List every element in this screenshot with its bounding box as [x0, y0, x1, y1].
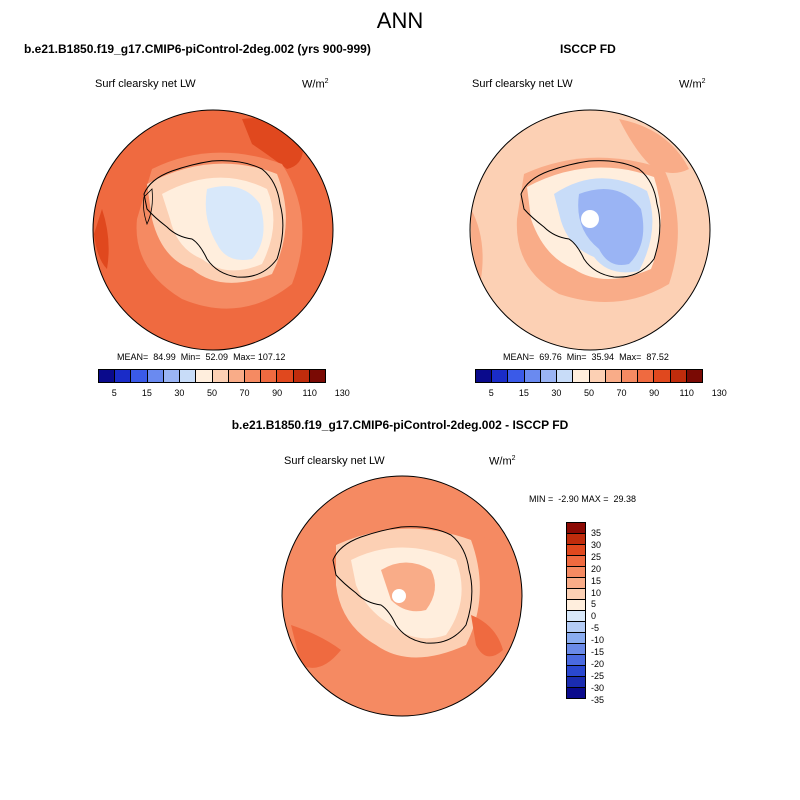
- colorbar-swatch: [228, 370, 245, 382]
- colorbar-swatch: [476, 370, 493, 382]
- obs-variable-label: Surf clearsky net LW: [472, 78, 573, 90]
- colorbar-swatch: [567, 545, 585, 556]
- colorbar-tick-label: 110: [302, 388, 317, 398]
- model-polar-map: [92, 109, 334, 351]
- diff-stats: MIN = -2.90 MAX = 29.38: [529, 494, 637, 504]
- colorbar-tick-label: 70: [616, 388, 627, 398]
- colorbar-swatch: [567, 611, 585, 622]
- colorbar-tick-label: 15: [518, 388, 529, 398]
- colorbar-swatch: [180, 370, 197, 382]
- colorbar-tick-label: 5: [111, 388, 117, 398]
- model-variable-label: Surf clearsky net LW: [95, 78, 196, 90]
- diff-units-label: W/m2: [489, 455, 516, 468]
- colorbar-swatch: [147, 370, 164, 382]
- colorbar-swatch: [567, 622, 585, 633]
- colorbar-swatch: [573, 370, 590, 382]
- diff-colorbar-labels: 35 30 25 20 15 10 5 0 -5 -10 -15 -20 -25 -30 -35: [591, 522, 621, 722]
- colorbar-swatch: [567, 688, 585, 698]
- obs-colorbar: 5 15 30 50 70 90 110 130: [475, 369, 727, 400]
- colorbar-swatch: [115, 370, 132, 382]
- colorbar-swatch: [567, 534, 585, 545]
- colorbar-swatch: [277, 370, 294, 382]
- colorbar-tick-label: -5: [591, 623, 600, 634]
- colorbar-swatch: [163, 370, 181, 382]
- diff-panel-title: b.e21.B1850.f19_g17.CMIP6-piControl-2deg…: [231, 418, 569, 432]
- colorbar-tick-label: 15: [591, 575, 602, 586]
- colorbar-swatch: [654, 370, 671, 382]
- colorbar-tick-label: 90: [272, 388, 283, 398]
- page-title: ANN: [376, 8, 424, 33]
- colorbar-tick-label: 20: [591, 563, 602, 574]
- colorbar-tick-label: -25: [591, 670, 605, 681]
- colorbar-swatch: [557, 370, 574, 382]
- colorbar-swatch: [131, 370, 148, 382]
- colorbar-tick-label: 5: [488, 388, 494, 398]
- colorbar-swatch: [508, 370, 525, 382]
- colorbar-swatch: [492, 370, 509, 382]
- colorbar-swatch: [244, 370, 262, 382]
- colorbar-tick-label: 130: [334, 388, 350, 398]
- colorbar-tick-label: -20: [591, 658, 605, 669]
- model-units-label: W/m2: [302, 78, 329, 91]
- colorbar-swatch: [567, 556, 585, 567]
- colorbar-tick-label: 25: [591, 551, 602, 562]
- colorbar-swatch: [670, 370, 687, 382]
- obs-panel-title: ISCCP FD: [560, 42, 616, 56]
- colorbar-swatch: [567, 633, 585, 644]
- colorbar-swatch: [567, 666, 585, 677]
- model-colorbar: 5 15 30 50 70 90 110 130: [98, 369, 350, 400]
- colorbar-swatch: [309, 370, 326, 382]
- colorbar-tick-label: 30: [551, 388, 562, 398]
- diff-variable-label: Surf clearsky net LW: [284, 455, 385, 467]
- colorbar-tick-label: -10: [591, 635, 605, 646]
- colorbar-tick-label: 130: [711, 388, 727, 398]
- colorbar-tick-label: 110: [679, 388, 694, 398]
- colorbar-swatch: [686, 370, 703, 382]
- colorbar-swatch: [567, 644, 585, 655]
- colorbar-tick-label: 50: [206, 388, 218, 398]
- colorbar-swatch: [638, 370, 655, 382]
- colorbar-swatch: [524, 370, 541, 382]
- colorbar-swatch: [567, 567, 585, 578]
- colorbar-swatch: [99, 370, 116, 382]
- colorbar-swatch: [567, 655, 585, 666]
- obs-stats: MEAN= 69.76 Min= 35.94 Max= 87.52: [503, 352, 669, 362]
- colorbar-tick-label: 50: [583, 388, 595, 398]
- obs-units-label: W/m2: [679, 78, 706, 91]
- colorbar-tick-label: 15: [141, 388, 152, 398]
- colorbar-tick-label: 5: [591, 599, 597, 610]
- colorbar-swatch: [567, 523, 585, 534]
- model-stats: MEAN= 84.99 Min= 52.09 Max= 107.12: [117, 352, 286, 362]
- colorbar-swatch: [261, 370, 278, 382]
- colorbar-tick-label: 90: [649, 388, 660, 398]
- colorbar-swatch: [212, 370, 229, 382]
- colorbar-swatch: [621, 370, 639, 382]
- model-panel-title: b.e21.B1850.f19_g17.CMIP6-piControl-2deg…: [24, 42, 371, 56]
- colorbar-swatch: [567, 578, 585, 589]
- diff-colorbar: [566, 522, 586, 699]
- colorbar-swatch: [540, 370, 558, 382]
- colorbar-tick-label: -30: [591, 682, 605, 693]
- colorbar-tick-label: 30: [174, 388, 185, 398]
- colorbar-swatch: [605, 370, 622, 382]
- colorbar-swatch: [589, 370, 606, 382]
- colorbar-swatch: [567, 677, 585, 688]
- colorbar-tick-label: 30: [591, 539, 602, 550]
- colorbar-tick-label: -35: [591, 694, 605, 705]
- colorbar-tick-label: 35: [591, 528, 602, 538]
- colorbar-swatch: [293, 370, 310, 382]
- colorbar-swatch: [567, 589, 585, 600]
- colorbar-swatch: [196, 370, 213, 382]
- colorbar-tick-label: -15: [591, 647, 605, 657]
- colorbar-tick-label: 0: [591, 611, 597, 622]
- diff-polar-map: [281, 475, 523, 717]
- obs-polar-map: [469, 109, 711, 351]
- colorbar-tick-label: 10: [591, 587, 602, 598]
- colorbar-tick-label: 70: [239, 388, 250, 398]
- colorbar-swatch: [567, 600, 585, 611]
